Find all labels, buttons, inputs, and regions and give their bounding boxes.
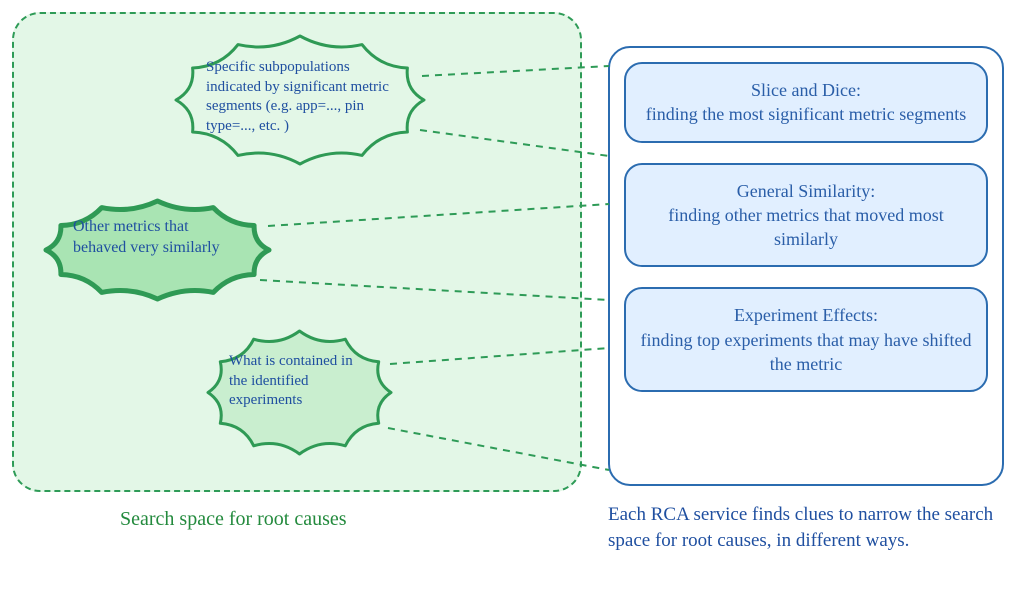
- cloud-text-other-metrics: Other metrics that behaved very similarl…: [73, 217, 242, 259]
- rca-caption: Each RCA service finds clues to narrow t…: [608, 502, 1004, 553]
- rca-card-experiment-effects: Experiment Effects:finding top experimen…: [624, 287, 988, 392]
- cloud-text-experiments: What is contained in the identified expe…: [229, 352, 370, 411]
- rca-card-title: Experiment Effects:: [640, 303, 972, 327]
- cloud-text-subpopulations: Specific subpopulations indicated by sig…: [206, 58, 394, 136]
- rca-card-body: finding top experiments that may have sh…: [640, 328, 972, 377]
- rca-card-general-similarity: General Similarity:finding other metrics…: [624, 163, 988, 268]
- rca-card-body: finding other metrics that moved most si…: [640, 203, 972, 252]
- cloud-subpopulations: Specific subpopulations indicated by sig…: [170, 30, 430, 170]
- search-space-caption: Search space for root causes: [120, 508, 347, 531]
- cloud-experiments: What is contained in the identified expe…: [202, 325, 397, 460]
- rca-card-slice-dice: Slice and Dice:finding the most signific…: [624, 62, 988, 143]
- rca-card-title: General Similarity:: [640, 179, 972, 203]
- rca-card-body: finding the most significant metric segm…: [640, 102, 972, 126]
- cloud-other-metrics: Other metrics that behaved very similarl…: [40, 195, 275, 305]
- rca-services-panel: Slice and Dice:finding the most signific…: [608, 46, 1004, 486]
- rca-card-title: Slice and Dice:: [640, 78, 972, 102]
